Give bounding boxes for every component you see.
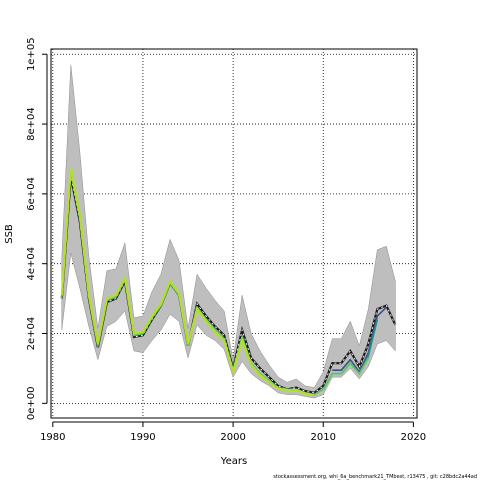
y-tick-label: 4e+04 [26, 247, 37, 281]
series-line-peel [60, 167, 315, 397]
x-tick-label: 2000 [220, 432, 245, 443]
series-lines-layer [60, 167, 397, 397]
x-tick-label: 1990 [130, 432, 155, 443]
grid-lines [51, 49, 417, 418]
y-tick-label: 8e+04 [26, 107, 37, 141]
plot-frame [50, 48, 418, 419]
x-axis: 1980 1990 2000 2010 2020 [40, 421, 426, 443]
y-tick-label: 1e+05 [26, 37, 37, 71]
x-tick-label: 2010 [311, 432, 336, 443]
confidence-band [61, 64, 396, 399]
x-tick-label: 1980 [40, 432, 65, 443]
y-axis-title: SSB [4, 224, 15, 244]
y-axis: 0e+00 2e+04 4e+04 6e+04 8e+04 1e+05 [26, 37, 48, 421]
x-tick-label: 2020 [401, 432, 426, 443]
footer-source-text: stockassessment.org, whi_6a_benchmark21_… [273, 474, 477, 480]
x-axis-title: Years [220, 456, 247, 467]
series-line-peel [60, 171, 370, 396]
confidence-band-layer [61, 64, 396, 399]
y-tick-label: 2e+04 [26, 317, 37, 351]
y-tick-label: 6e+04 [26, 177, 37, 211]
y-tick-label: 0e+00 [26, 387, 37, 421]
